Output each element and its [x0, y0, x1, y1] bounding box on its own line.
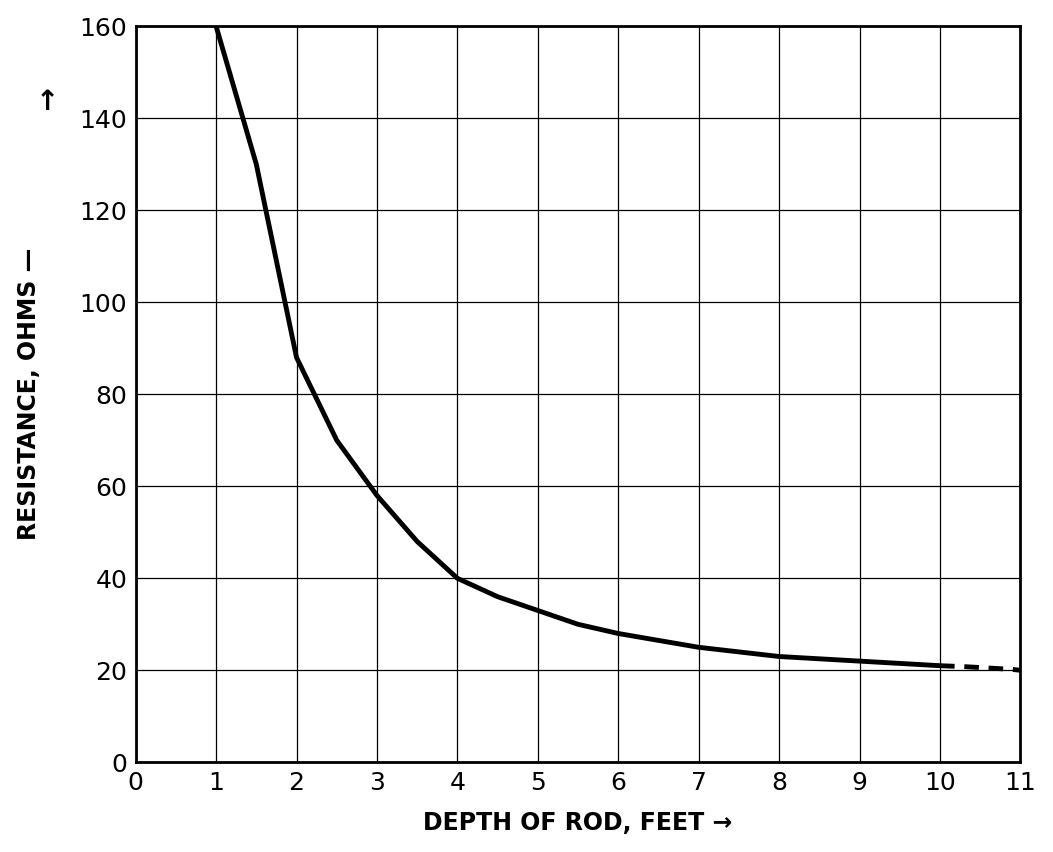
Y-axis label: RESISTANCE, OHMS —: RESISTANCE, OHMS —: [17, 248, 41, 540]
Text: ↑: ↑: [36, 89, 59, 116]
X-axis label: DEPTH OF ROD, FEET →: DEPTH OF ROD, FEET →: [423, 811, 733, 835]
